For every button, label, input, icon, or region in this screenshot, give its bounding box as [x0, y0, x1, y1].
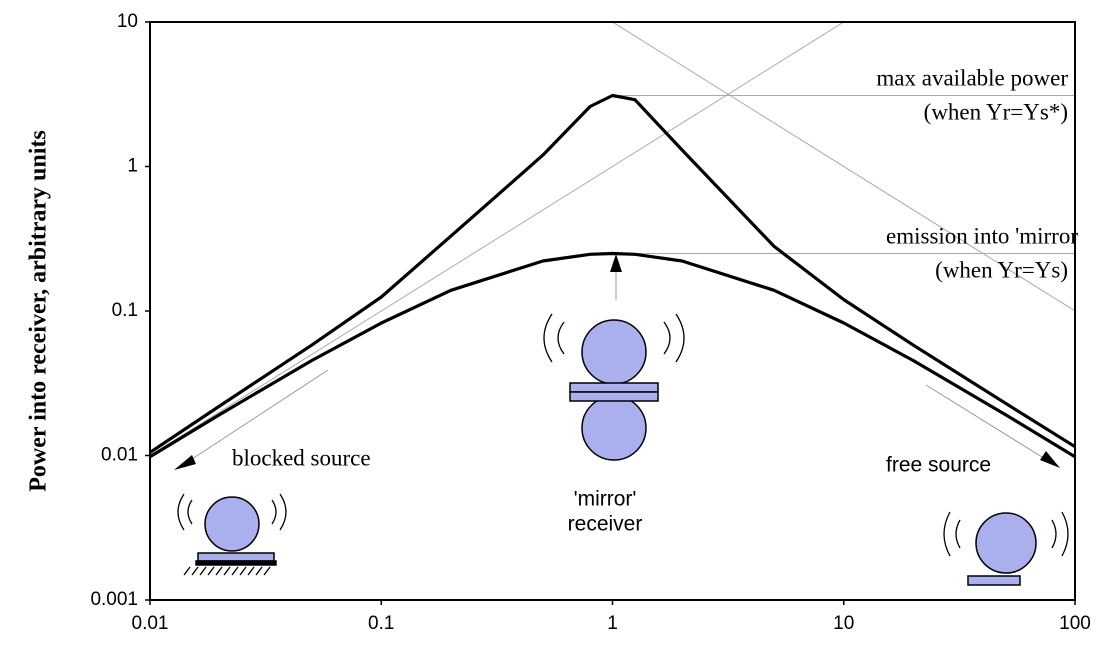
x-tick-label: 100	[1059, 613, 1091, 634]
annotation: 'mirror'	[574, 488, 637, 511]
annotation: max available power	[876, 65, 1068, 90]
x-tick-label: 1	[607, 613, 618, 634]
annotation: blocked source	[232, 445, 371, 470]
guide-line	[611, 22, 1075, 312]
annotation: emission into 'mirror	[886, 223, 1078, 248]
y-tick-label: 10	[117, 11, 138, 32]
annotation: receiver	[568, 513, 643, 536]
y-tick-label: 0.1	[112, 300, 138, 321]
y-tick-label: 0.01	[101, 445, 138, 466]
arrow-head	[174, 455, 196, 470]
arrow-head	[610, 254, 622, 272]
series-line	[149, 251, 1076, 459]
x-tick-label: 10	[833, 613, 854, 634]
arrow-line	[185, 369, 329, 464]
y-axis-label: Power into receiver, arbitrary units	[26, 130, 52, 491]
mirror-receiver-icon	[543, 313, 685, 461]
x-tick-label: 0.01	[132, 613, 169, 634]
annotation: (when Yr=Ys*)	[924, 99, 1068, 124]
annotation: (when Yr=Ys)	[935, 257, 1068, 282]
arrow-line	[925, 384, 1051, 463]
y-tick-label: 1	[127, 156, 138, 177]
x-tick-label: 0.1	[368, 613, 394, 634]
free-source-icon	[943, 511, 1069, 586]
annotation: free source	[886, 454, 991, 477]
blocked-source-icon	[177, 493, 287, 576]
plot-frame	[149, 21, 1076, 601]
arrow-head	[1040, 451, 1060, 468]
guide-line	[150, 22, 845, 456]
y-tick-label: 0.001	[90, 589, 138, 610]
series-line	[149, 93, 1076, 454]
decorations	[174, 254, 1069, 586]
